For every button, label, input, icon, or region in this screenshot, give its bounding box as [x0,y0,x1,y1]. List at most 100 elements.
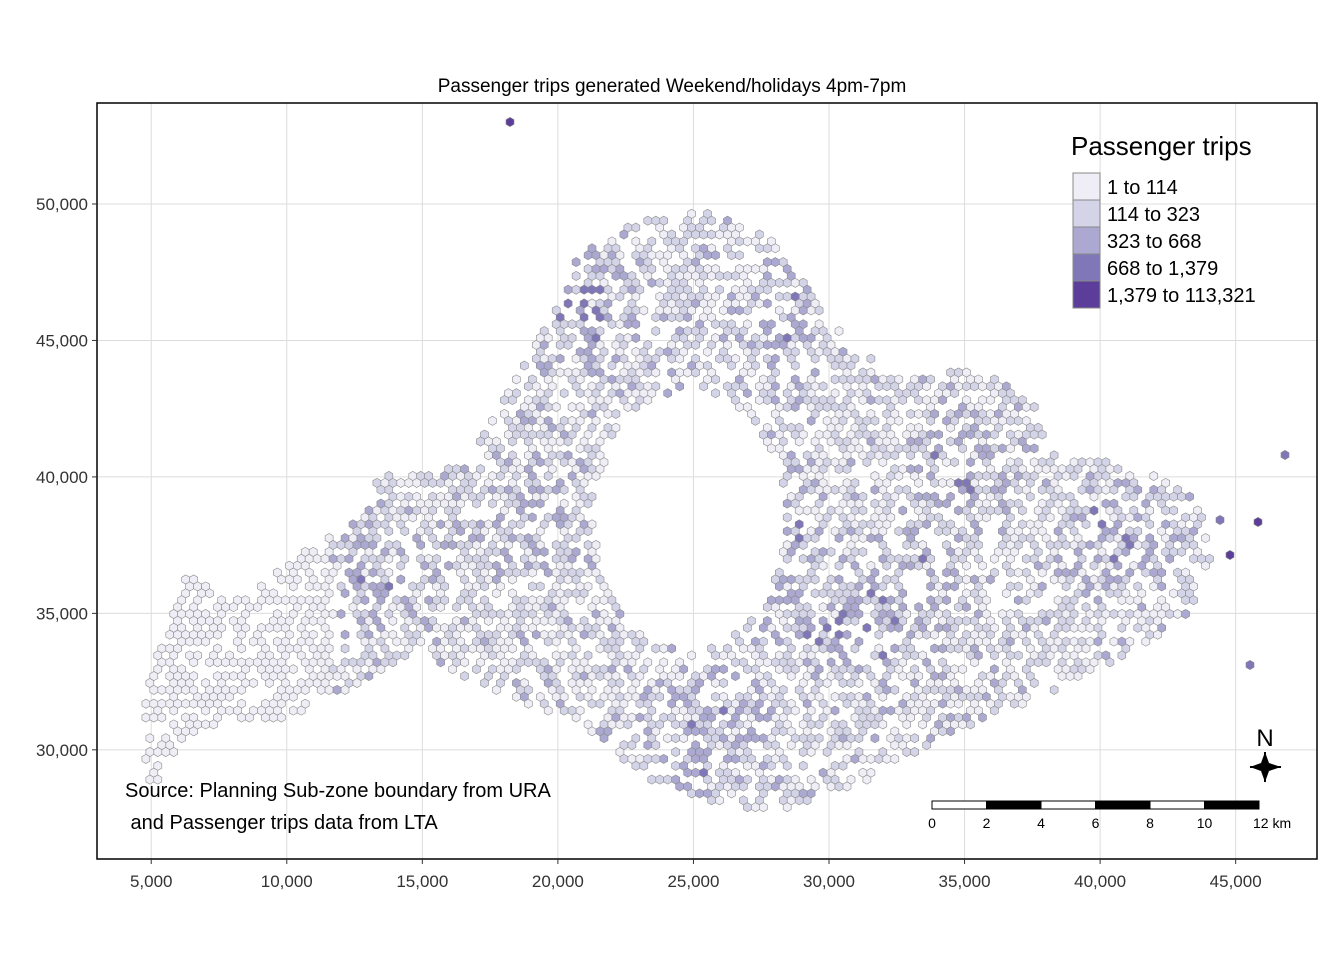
hexagon-cell [651,740,661,751]
hexagon-cell [1037,484,1047,495]
hexagon-cell [954,602,963,613]
hexagon-cell [1109,484,1119,495]
hexagon-cell [938,477,947,488]
hexagon-cell [296,705,306,716]
hexagon-cell [563,574,573,585]
hexagon-cell [1061,471,1071,481]
hexagon-cell [731,671,740,682]
hexagon-cell [782,553,792,564]
x-tick-label: 5,000 [130,872,173,891]
hexagon-cell [711,678,720,688]
hexagon-cell [396,560,406,571]
hexagon-cell [225,691,234,702]
hexagon-cell [954,505,963,516]
hexagon-cell [543,567,553,578]
hexagon-cell [1109,636,1119,647]
hexagon-cell [1201,560,1210,571]
hexagon-cell [762,298,772,309]
hexagon-cell [452,602,461,613]
hexagon-cell [826,643,836,654]
hexagon-cell [400,650,410,661]
hexagon-cell [938,698,947,709]
hexagon-cell [288,581,298,592]
hexagon-cell [567,319,577,330]
hexagon-cell [810,533,820,544]
hexagon-cell [575,595,585,606]
hexagon-cell [874,753,884,764]
hexagon-cell [842,615,852,626]
hexagon-cell [631,319,641,330]
hexagon-cell [834,740,844,751]
hexagon-cell [547,615,557,626]
hexagon-cell [420,560,430,571]
hexagon-cell [715,740,724,751]
hexagon-cell [320,553,330,564]
hexagon-cell [914,395,924,406]
north-arrow: N [1250,725,1281,782]
hexagon-cell [189,657,198,668]
hexagon-cell [480,678,489,688]
hexagon-cell [743,802,752,813]
hexagon-cell [774,277,784,288]
hexagon-cell [1033,588,1043,599]
hexagon-cell [400,526,410,537]
hexagon-cell [998,443,1007,454]
hexagon-cell [1149,471,1158,481]
hexagon-cell [1141,636,1151,647]
hexagon-cell [782,760,792,771]
hexagon-cell [651,753,661,764]
hexagon-cell [177,733,186,744]
hexagon-cell [1017,698,1027,709]
hexagon-cell [691,229,700,240]
hexagon-cell [288,691,298,702]
hexagon-cell [695,788,704,799]
hexagon-cell [141,753,151,764]
hexagon-cell [631,333,641,343]
hexagon-cell [607,429,617,440]
hexagon-cell [675,312,685,323]
hexagon-cell [1177,491,1186,502]
hexagon-cell [770,257,780,268]
hexagon-cell [647,774,657,785]
hexagon-cell [743,664,752,675]
hexagon-cell [587,367,597,378]
hexagon-cell [862,457,872,468]
hexagon-cell [1145,519,1154,530]
hexagon-cell [312,581,322,592]
x-tick-label: 10,000 [261,872,313,891]
hexagon-cell [1181,595,1190,606]
hexagon-cell [615,319,625,330]
hexagon-cell [978,712,987,723]
hexagon-cell [169,747,178,757]
hexagon-cell [822,678,832,688]
hexagon-cell [691,767,700,778]
hexagon-cell [782,277,792,288]
hexagon-cell [810,353,820,364]
hexagon-cell [523,657,533,668]
hexagon-cell [444,560,453,571]
hexagon-cell [978,560,987,571]
hexagon-cell [153,747,163,757]
hexagon-cell [930,643,939,654]
scale-label: 0 [928,815,936,831]
hexagon-cell [627,740,637,751]
legend-swatch [1072,226,1101,255]
hexagon-cell [611,408,621,419]
hexagon-cell [659,753,669,764]
hexagon-cell [755,712,764,723]
hexagon-cell [930,477,939,488]
hexagon-cell [591,471,601,481]
hexagon-cell [161,747,171,757]
hexagon-cell [802,795,812,806]
hexagon-cell [838,760,848,771]
hexagon-cell [834,615,844,626]
hexagon-cell [539,546,549,557]
hexagon-cell [707,215,716,226]
hexagon-cell [790,705,800,716]
hexagon-cell [559,388,569,399]
hexagon-cell [978,381,987,392]
hexagon-cell [1081,519,1091,530]
hexagon-cell [946,436,955,447]
x-tick-label: 40,000 [1074,872,1126,891]
hexagon-cell [950,388,959,399]
